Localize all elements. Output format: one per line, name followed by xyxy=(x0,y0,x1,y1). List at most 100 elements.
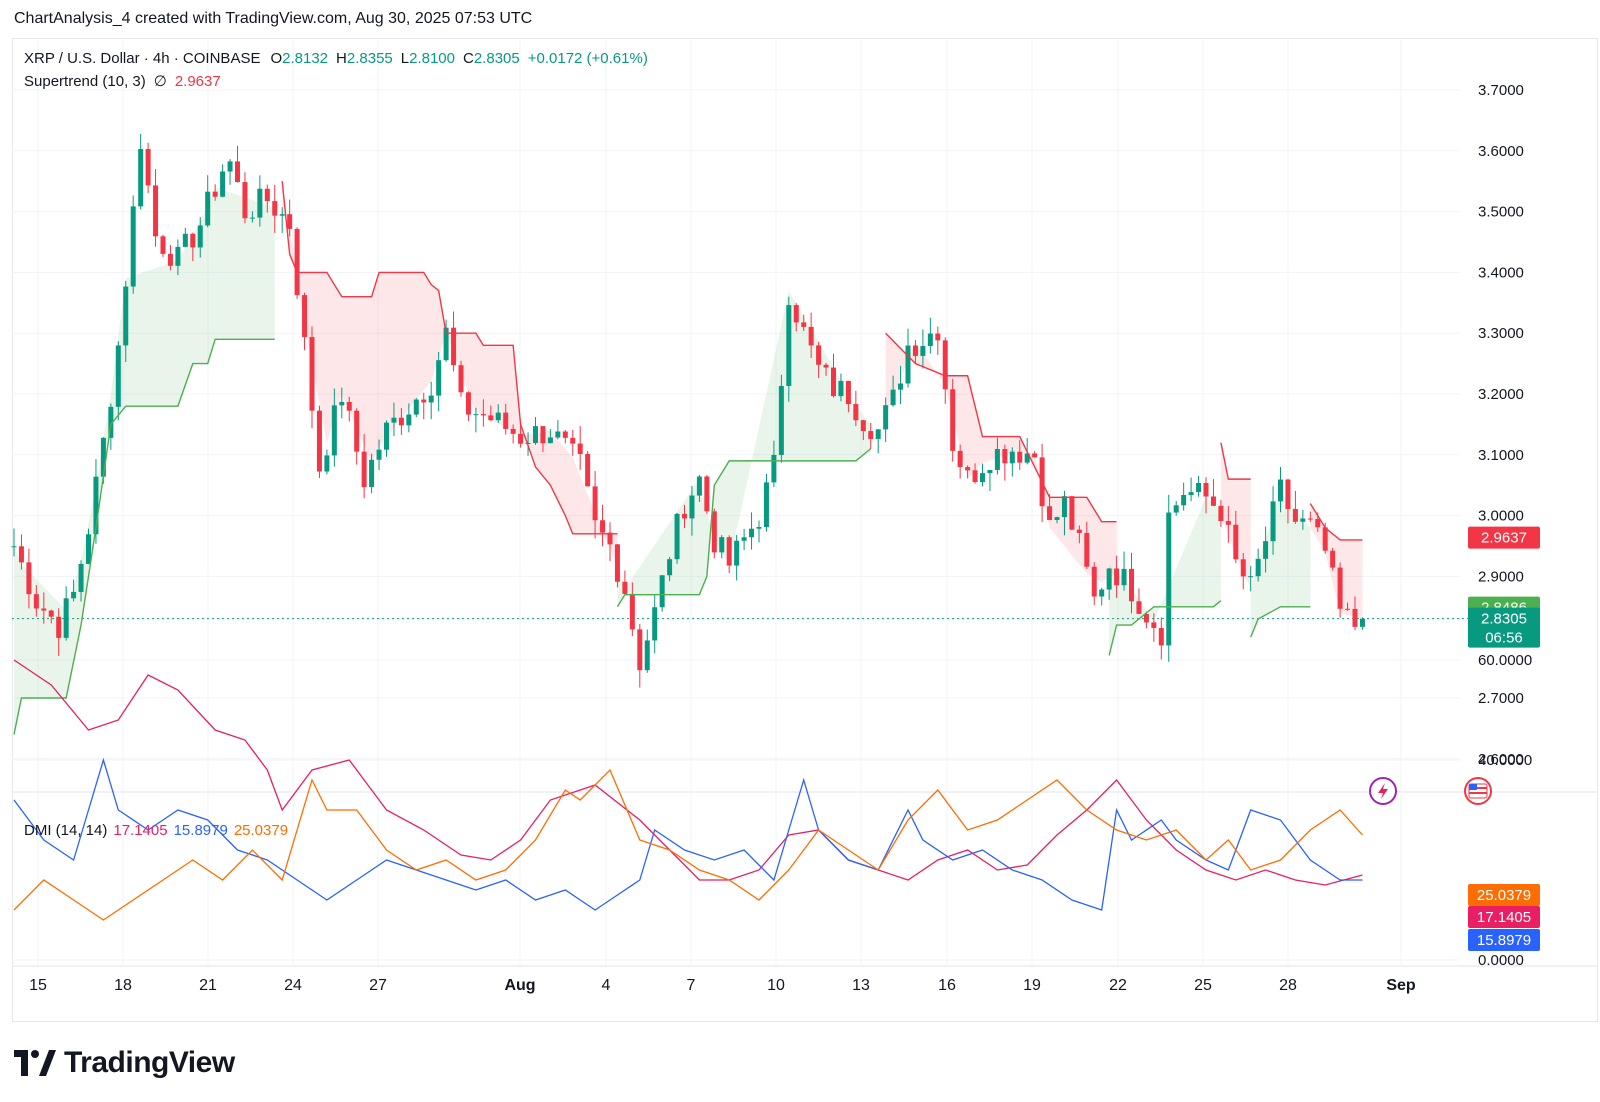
candle-body xyxy=(637,629,643,671)
icons xyxy=(1369,777,1492,805)
candle-body xyxy=(682,513,687,519)
candle-body xyxy=(63,598,69,638)
change-value: +0.0172 (+0.61%) xyxy=(527,50,648,67)
candle-body xyxy=(838,380,844,397)
candle-body xyxy=(793,305,799,323)
candle-body xyxy=(763,482,769,527)
candle-body xyxy=(1210,496,1216,506)
tradingview-wordmark: TradingView xyxy=(64,1046,235,1079)
candle-body xyxy=(391,417,397,423)
lightning-icon[interactable] xyxy=(1369,777,1397,805)
symbol-title[interactable]: XRP / U.S. Dollar · 4h · COINBASE xyxy=(24,50,261,67)
candle-body xyxy=(190,233,196,248)
candle-body xyxy=(1292,509,1298,522)
candle-body xyxy=(1240,559,1246,577)
candle-body xyxy=(808,326,814,346)
candle-body xyxy=(831,367,836,397)
candle-body xyxy=(376,449,382,460)
candle-body xyxy=(726,537,732,566)
candle-body xyxy=(235,161,240,183)
supertrend-up-line xyxy=(1250,606,1311,638)
candle-body xyxy=(1181,495,1187,506)
dmi-label[interactable]: DMI (14, 14) xyxy=(24,822,108,839)
candle-body xyxy=(912,345,918,356)
candle-body xyxy=(1121,568,1127,586)
us-flag-icon[interactable] xyxy=(1464,777,1492,805)
adx-value: 25.0379 xyxy=(233,822,289,839)
candle-body xyxy=(78,563,84,592)
candle-body xyxy=(324,455,330,472)
candle-body xyxy=(1203,482,1209,497)
candle-body xyxy=(898,383,904,390)
candle-body xyxy=(920,345,926,356)
candle-body xyxy=(1337,567,1343,609)
candle-body xyxy=(1278,479,1283,502)
candle-body xyxy=(689,495,695,519)
candle-body xyxy=(525,443,531,445)
symbol-legend[interactable]: XRP / U.S. Dollar · 4h · COINBASE O2.813… xyxy=(24,47,648,93)
supertrend-label[interactable]: Supertrend (10, 3) xyxy=(24,73,146,90)
candle-body xyxy=(1248,576,1254,578)
candle-body xyxy=(361,451,367,488)
candle-body xyxy=(965,467,971,471)
candle-body xyxy=(1196,482,1202,493)
candle-body xyxy=(257,188,263,218)
candle-body xyxy=(406,414,412,426)
time-tick-label: Sep xyxy=(1386,977,1416,994)
candle-body xyxy=(1017,451,1023,463)
candle-body xyxy=(756,526,762,529)
dmi-legend[interactable]: DMI (14, 14) 17.1405 15.8979 25.0379 xyxy=(24,822,288,839)
candle-body xyxy=(533,426,538,444)
candle-body xyxy=(845,380,851,405)
candle-body xyxy=(220,171,226,197)
candle-body xyxy=(11,546,17,548)
candle-body xyxy=(749,528,755,538)
candle-body xyxy=(1047,506,1053,520)
candle-body xyxy=(518,433,524,444)
candle-body xyxy=(108,406,114,438)
supertrend-down-line xyxy=(885,332,1117,523)
candle-body xyxy=(1285,479,1291,510)
candle-body xyxy=(115,345,121,407)
candle-body xyxy=(1307,518,1313,520)
candle-body xyxy=(272,201,278,216)
price-tick-label: 3.2000 xyxy=(1478,386,1524,403)
candle-body xyxy=(942,340,948,390)
candle-body xyxy=(1330,550,1336,568)
candle-body xyxy=(659,575,665,608)
plus-di-price-label-bg xyxy=(1468,929,1540,951)
candle-body xyxy=(629,593,635,630)
supertrend-up-line xyxy=(13,338,275,735)
axes: 3.7000 3.6000 3.5000 3.4000 3.3000 3.2000 3.10… xyxy=(29,82,1532,994)
chart-frame xyxy=(12,38,1598,1022)
candle-body xyxy=(853,404,859,421)
supertrend-up-fill xyxy=(1250,491,1311,638)
tradingview-logo[interactable]: TradingView xyxy=(14,1046,235,1080)
minus-di-price-label: 17.1405 xyxy=(1477,909,1531,926)
candle-body xyxy=(1263,541,1269,559)
supertrend-line xyxy=(13,181,1363,735)
time-tick-label: 18 xyxy=(114,977,132,994)
candle-body xyxy=(570,437,576,444)
adx-line xyxy=(13,768,1363,921)
candle-body xyxy=(972,470,978,483)
supertrend-down-line xyxy=(281,181,618,535)
candle-body xyxy=(778,385,784,455)
last-price-label-bg xyxy=(1468,607,1540,648)
supertrend-down-fill xyxy=(885,333,1117,583)
tradingview-logo-icon xyxy=(14,1050,56,1076)
candle-body xyxy=(316,410,322,472)
candle-body xyxy=(465,392,471,415)
candle-body xyxy=(875,429,881,439)
candle-body xyxy=(1151,622,1157,628)
candle-body xyxy=(339,401,345,406)
candle-body xyxy=(1322,527,1328,551)
candle-body xyxy=(384,422,389,450)
candle-body xyxy=(1009,451,1015,464)
plus-di-value: 15.8979 xyxy=(173,822,228,839)
hidden-eye-icon[interactable]: ∅ xyxy=(153,73,167,90)
candle-body xyxy=(607,532,613,545)
candle-body xyxy=(1024,453,1030,463)
supertrend-fill xyxy=(14,181,1363,735)
